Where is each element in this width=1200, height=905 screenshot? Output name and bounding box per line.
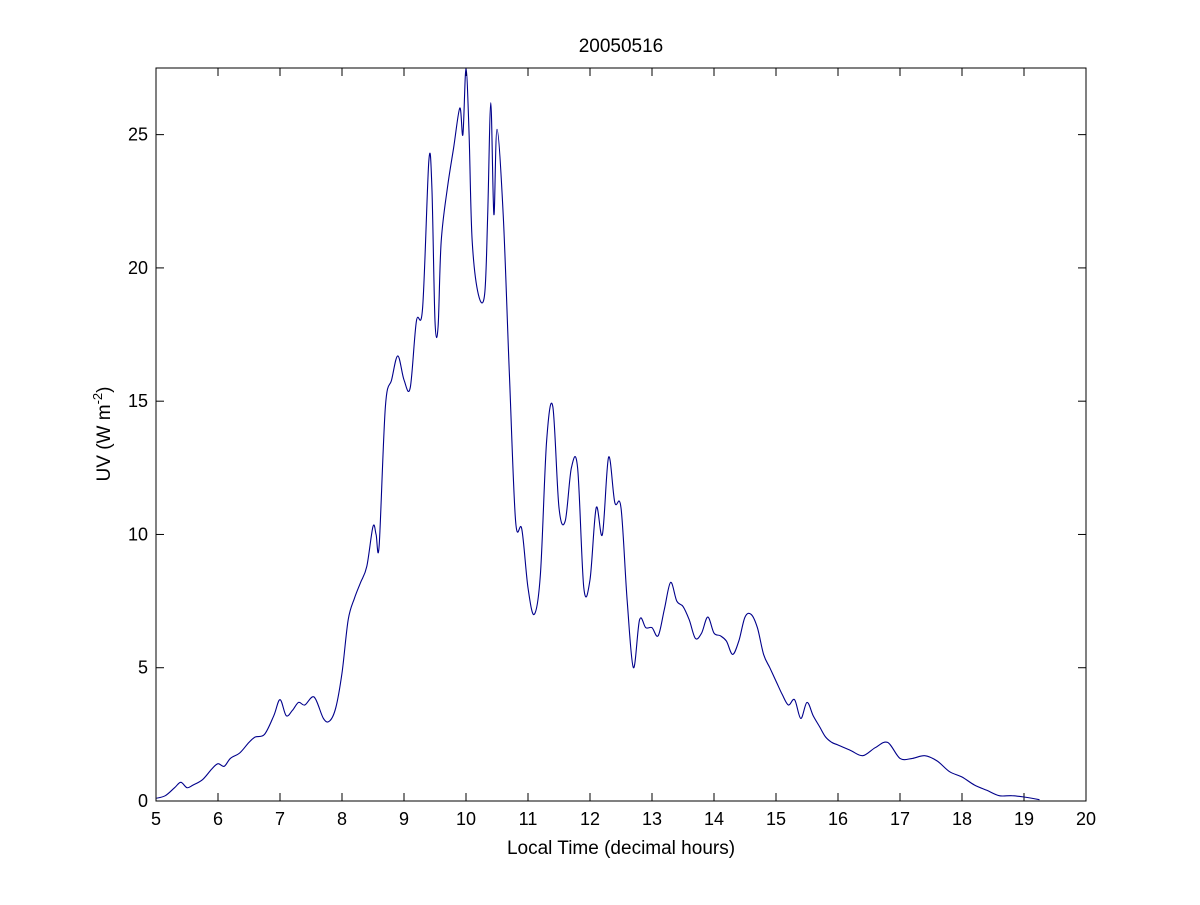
x-axis-label: Local Time (decimal hours) <box>507 838 735 859</box>
y-tick-label: 5 <box>138 658 148 678</box>
x-tick-label: 10 <box>456 809 476 829</box>
y-tick-label: 10 <box>128 524 148 544</box>
x-tick-label: 19 <box>1014 809 1034 829</box>
y-tick-label: 0 <box>138 791 148 811</box>
x-tick-label: 14 <box>704 809 724 829</box>
x-tick-label: 17 <box>890 809 910 829</box>
x-tick-label: 7 <box>275 809 285 829</box>
x-tick-label: 11 <box>519 809 538 829</box>
plot-frame <box>155 67 1087 802</box>
plot-background <box>156 68 1086 801</box>
x-tick-label: 8 <box>337 809 347 829</box>
x-tick-label: 20 <box>1076 809 1096 829</box>
y-tick-label: 25 <box>128 125 148 145</box>
x-tick-label: 15 <box>766 809 786 829</box>
y-tick-labels: 0 5 10 15 20 25 <box>128 125 148 811</box>
y-tick-label: 15 <box>128 391 148 411</box>
x-tick-label: 18 <box>952 809 972 829</box>
x-tick-label: 5 <box>151 809 161 829</box>
uv-series-line <box>155 67 1040 801</box>
y-axis-label-close: ) <box>94 387 115 393</box>
y-axis-label: UV (W m-2) <box>90 387 115 482</box>
x-tick-label: 6 <box>213 809 223 829</box>
x-tick-label: 16 <box>828 809 848 829</box>
chart-title: 20050516 <box>579 36 664 57</box>
y-tick-label: 20 <box>128 258 148 278</box>
y-axis-label-base: UV (W m <box>94 404 115 481</box>
x-tick-label: 9 <box>399 809 409 829</box>
y-axis-label-superscript: -2 <box>90 393 105 405</box>
x-tick-label: 12 <box>580 809 600 829</box>
x-tick-labels: 5 6 7 8 9 10 11 12 13 14 15 16 17 18 19 20 <box>151 809 1096 829</box>
x-tick-label: 13 <box>642 809 662 829</box>
